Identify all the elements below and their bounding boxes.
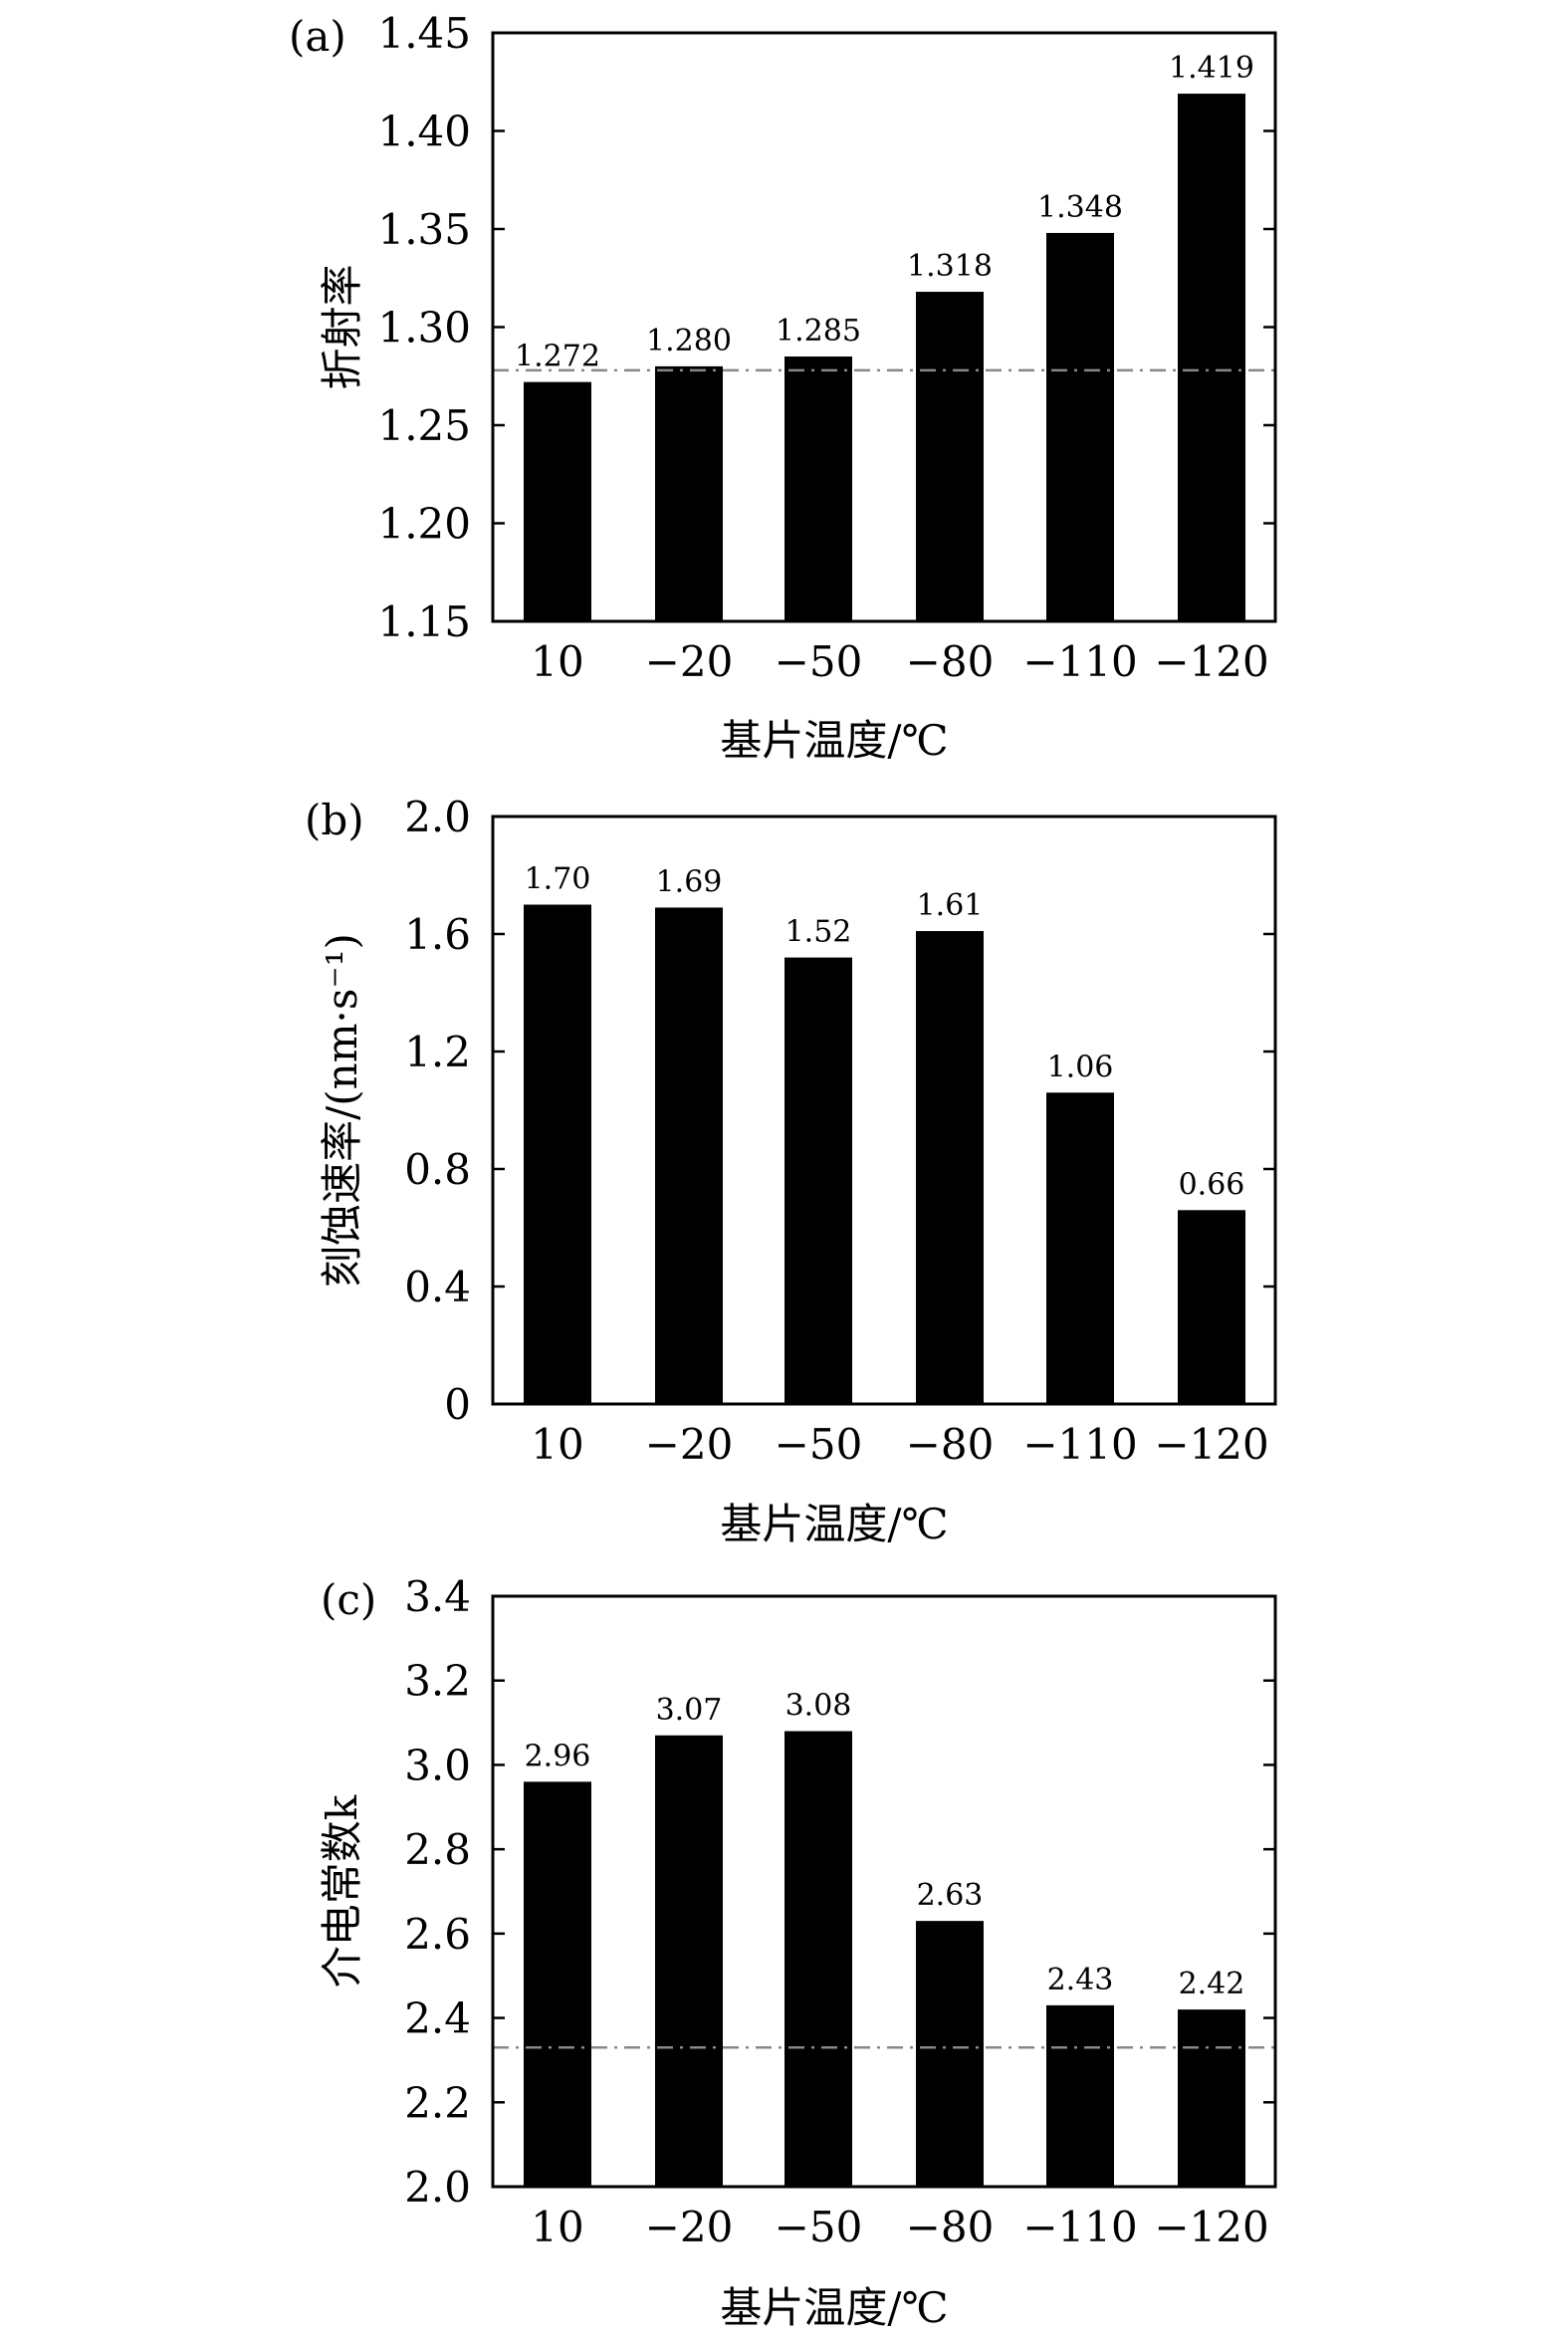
y-tick-label: 1.6 — [404, 910, 471, 959]
bar — [1046, 1092, 1114, 1404]
panel-label: (c) — [321, 1575, 376, 1624]
y-tick-label: 1.45 — [377, 9, 471, 58]
data-label: 2.42 — [1179, 1967, 1245, 2001]
bar — [1178, 2009, 1245, 2187]
y-tick-label: 1.25 — [377, 401, 471, 450]
data-label: 1.280 — [646, 324, 732, 358]
y-tick-label: 3.4 — [404, 1572, 471, 1621]
bar — [524, 1781, 591, 2187]
panel-label: (b) — [305, 796, 364, 844]
y-tick-label: 0 — [444, 1380, 471, 1429]
bar — [655, 907, 723, 1404]
x-tick-label: −110 — [1022, 637, 1137, 686]
data-label: 1.61 — [917, 888, 984, 923]
bar — [784, 957, 852, 1404]
y-tick-label: 1.35 — [377, 205, 471, 254]
bar — [1046, 2004, 1114, 2187]
y-tick-label: 1.15 — [377, 597, 471, 646]
bar — [655, 365, 723, 621]
data-label: 1.52 — [785, 915, 852, 950]
y-tick-label: 2.4 — [404, 1994, 471, 2043]
x-tick-label: −80 — [906, 2203, 995, 2251]
bar — [655, 1735, 723, 2187]
chart-panel-3: 2.96 10 3.07 −20 3.08 −50 2.63 −80 2.43 −110 2.42 −… — [318, 1572, 1277, 2332]
data-label: 1.06 — [1047, 1050, 1114, 1084]
data-label: 1.318 — [907, 249, 993, 284]
y-tick-label: 3.0 — [404, 1741, 471, 1789]
data-label: 1.419 — [1169, 51, 1254, 86]
data-label: 0.66 — [1179, 1167, 1245, 1202]
data-label: 1.69 — [656, 864, 723, 899]
y-tick-label: 0.8 — [404, 1145, 471, 1194]
x-tick-label: −20 — [645, 1420, 734, 1469]
data-label: 2.96 — [525, 1739, 591, 1773]
bar — [524, 904, 591, 1404]
panel-label: (a) — [289, 12, 346, 61]
chart-panel-1: 1.272 10 1.280 −20 1.285 −50 1.318 −80 1.348 −110… — [289, 9, 1277, 765]
x-axis-title: 基片温度/℃ — [720, 2283, 948, 2332]
x-tick-label: 10 — [531, 637, 583, 686]
x-tick-label: −80 — [906, 1420, 995, 1469]
data-label: 3.08 — [785, 1689, 852, 1724]
data-label: 1.348 — [1037, 190, 1123, 225]
bar — [1178, 1210, 1245, 1404]
bar — [1046, 232, 1114, 621]
x-tick-label: −120 — [1154, 2203, 1268, 2251]
x-tick-label: −50 — [775, 637, 863, 686]
y-tick-label: 2.0 — [404, 793, 471, 841]
y-tick-label: 1.20 — [377, 500, 471, 549]
plot-frame — [491, 31, 1277, 623]
data-label: 1.272 — [515, 340, 600, 374]
x-tick-label: −50 — [775, 2203, 863, 2251]
data-label: 1.70 — [525, 862, 591, 897]
x-tick-label: 10 — [531, 2203, 583, 2251]
plot-frame — [491, 1594, 1277, 2189]
y-tick-label: 2.2 — [404, 2078, 471, 2127]
y-axis-title: 刻蚀速率/(nm·s⁻¹) — [318, 933, 366, 1288]
bar — [784, 356, 852, 621]
x-tick-label: −120 — [1154, 637, 1268, 686]
plot-frame — [491, 815, 1277, 1406]
y-axis-title: 介电常数k — [318, 1794, 366, 1988]
x-tick-label: −120 — [1154, 1420, 1268, 1469]
bar — [916, 1921, 984, 2187]
y-tick-label: 3.2 — [404, 1657, 471, 1706]
x-axis-title: 基片温度/℃ — [720, 1500, 948, 1548]
data-label: 2.63 — [917, 1878, 984, 1913]
bar — [916, 931, 984, 1404]
x-tick-label: −110 — [1022, 2203, 1137, 2251]
y-axis-title: 折射率 — [318, 264, 366, 389]
x-tick-label: −80 — [906, 637, 995, 686]
x-axis-title: 基片温度/℃ — [720, 716, 948, 765]
x-tick-label: −20 — [645, 637, 734, 686]
x-tick-label: 10 — [531, 1420, 583, 1469]
bar — [524, 381, 591, 621]
bar — [916, 292, 984, 621]
y-tick-label: 0.4 — [404, 1263, 471, 1311]
bar — [1178, 94, 1245, 621]
y-tick-label: 1.30 — [377, 304, 471, 352]
bar — [784, 1731, 852, 2187]
x-tick-label: −110 — [1022, 1420, 1137, 1469]
y-tick-label: 1.40 — [377, 108, 471, 156]
x-tick-label: −50 — [775, 1420, 863, 1469]
chart-panel-2: 1.70 10 1.69 −20 1.52 −50 1.61 −80 1.06 −110 0.66 −… — [305, 793, 1277, 1548]
y-tick-label: 1.2 — [404, 1028, 471, 1076]
y-tick-label: 2.6 — [404, 1910, 471, 1959]
y-tick-label: 2.8 — [404, 1825, 471, 1874]
y-tick-label: 2.0 — [404, 2163, 471, 2212]
data-label: 3.07 — [656, 1693, 723, 1728]
data-label: 2.43 — [1047, 1963, 1114, 1997]
x-tick-label: −20 — [645, 2203, 734, 2251]
data-label: 1.285 — [776, 314, 861, 349]
